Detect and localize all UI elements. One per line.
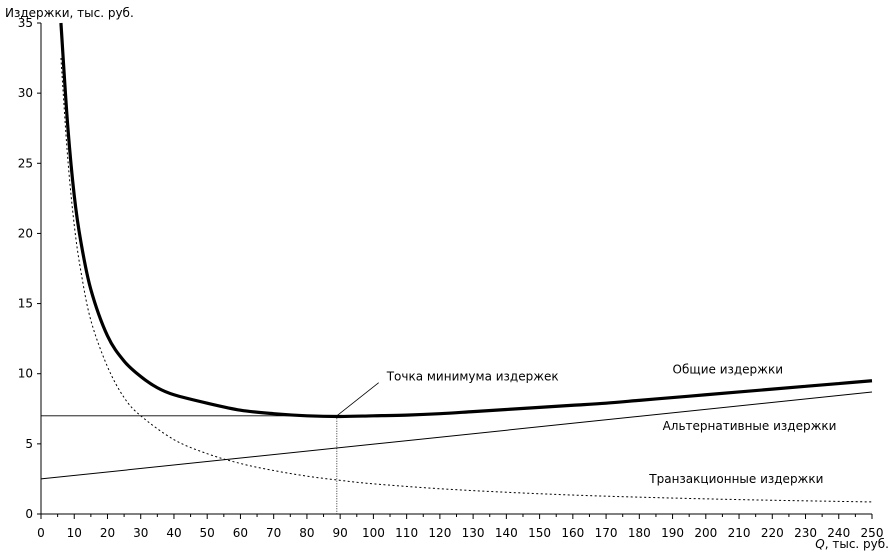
x-tick-label: 140: [495, 526, 518, 540]
x-tick-label: 20: [100, 526, 115, 540]
x-tick-label: 190: [661, 526, 684, 540]
x-tick-label: 200: [694, 526, 717, 540]
y-tick-label: 35: [18, 16, 33, 30]
x-tick-label: 80: [299, 526, 314, 540]
y-tick-label: 0: [25, 507, 33, 521]
y-tick-label: 25: [18, 156, 33, 170]
series-group: [40, 22, 873, 503]
y-tick-label: 15: [18, 297, 33, 311]
x-tick-label: 50: [200, 526, 215, 540]
x-tick-label: 220: [761, 526, 784, 540]
annotation-label-3: Транзакционные издержки: [648, 472, 823, 486]
y-tick-label: 5: [25, 437, 33, 451]
x-tick-label: 180: [628, 526, 651, 540]
x-tick-label: 60: [233, 526, 248, 540]
annotation-label-0: Точка минимума издержек: [386, 370, 559, 384]
y-tick-label: 30: [18, 86, 33, 100]
x-axis-label-var: Q: [815, 537, 824, 551]
series-line-2: [60, 58, 873, 503]
series-line-0: [59, 22, 873, 419]
x-axis-label: Q, тыс. руб.: [815, 537, 889, 551]
x-axis-label-unit: , тыс. руб.: [825, 537, 889, 551]
annotation-label-1: Общие издержки: [673, 363, 783, 377]
series-line-1: [40, 391, 873, 480]
y-tick-label: 10: [18, 367, 33, 381]
x-tick-label: 170: [595, 526, 618, 540]
x-tick-label: 160: [561, 526, 584, 540]
x-tick-label: 0: [37, 526, 45, 540]
x-tick-label: 40: [166, 526, 181, 540]
x-tick-label: 130: [462, 526, 485, 540]
minimum-guides: [41, 415, 338, 514]
x-tick-label: 240: [827, 526, 850, 540]
y-tick-label: 20: [18, 226, 33, 240]
x-tick-label: 110: [395, 526, 418, 540]
y-axis-label: Издержки, тыс. руб.: [5, 6, 134, 20]
x-tick-label: 30: [133, 526, 148, 540]
x-tick-label: 210: [728, 526, 751, 540]
x-tick-label: 150: [528, 526, 551, 540]
x-tick-label: 100: [362, 526, 385, 540]
annotations: Точка минимума издержек Общие издержки Аль…: [336, 363, 837, 486]
x-tick-label: 90: [333, 526, 348, 540]
x-tick-label: 70: [266, 526, 281, 540]
x-tick-label: 120: [428, 526, 451, 540]
x-tick-label: 10: [67, 526, 82, 540]
annotation-label-2: Альтернативные издержки: [663, 419, 837, 433]
x-tick-label: 230: [794, 526, 817, 540]
x-tick-label: 250: [861, 526, 884, 540]
annotation-leader-line: [336, 382, 379, 417]
ticks: 0 10 20 30 40 50 60 70 80 90 100 110 120 130 140 150 160…: [18, 16, 884, 540]
